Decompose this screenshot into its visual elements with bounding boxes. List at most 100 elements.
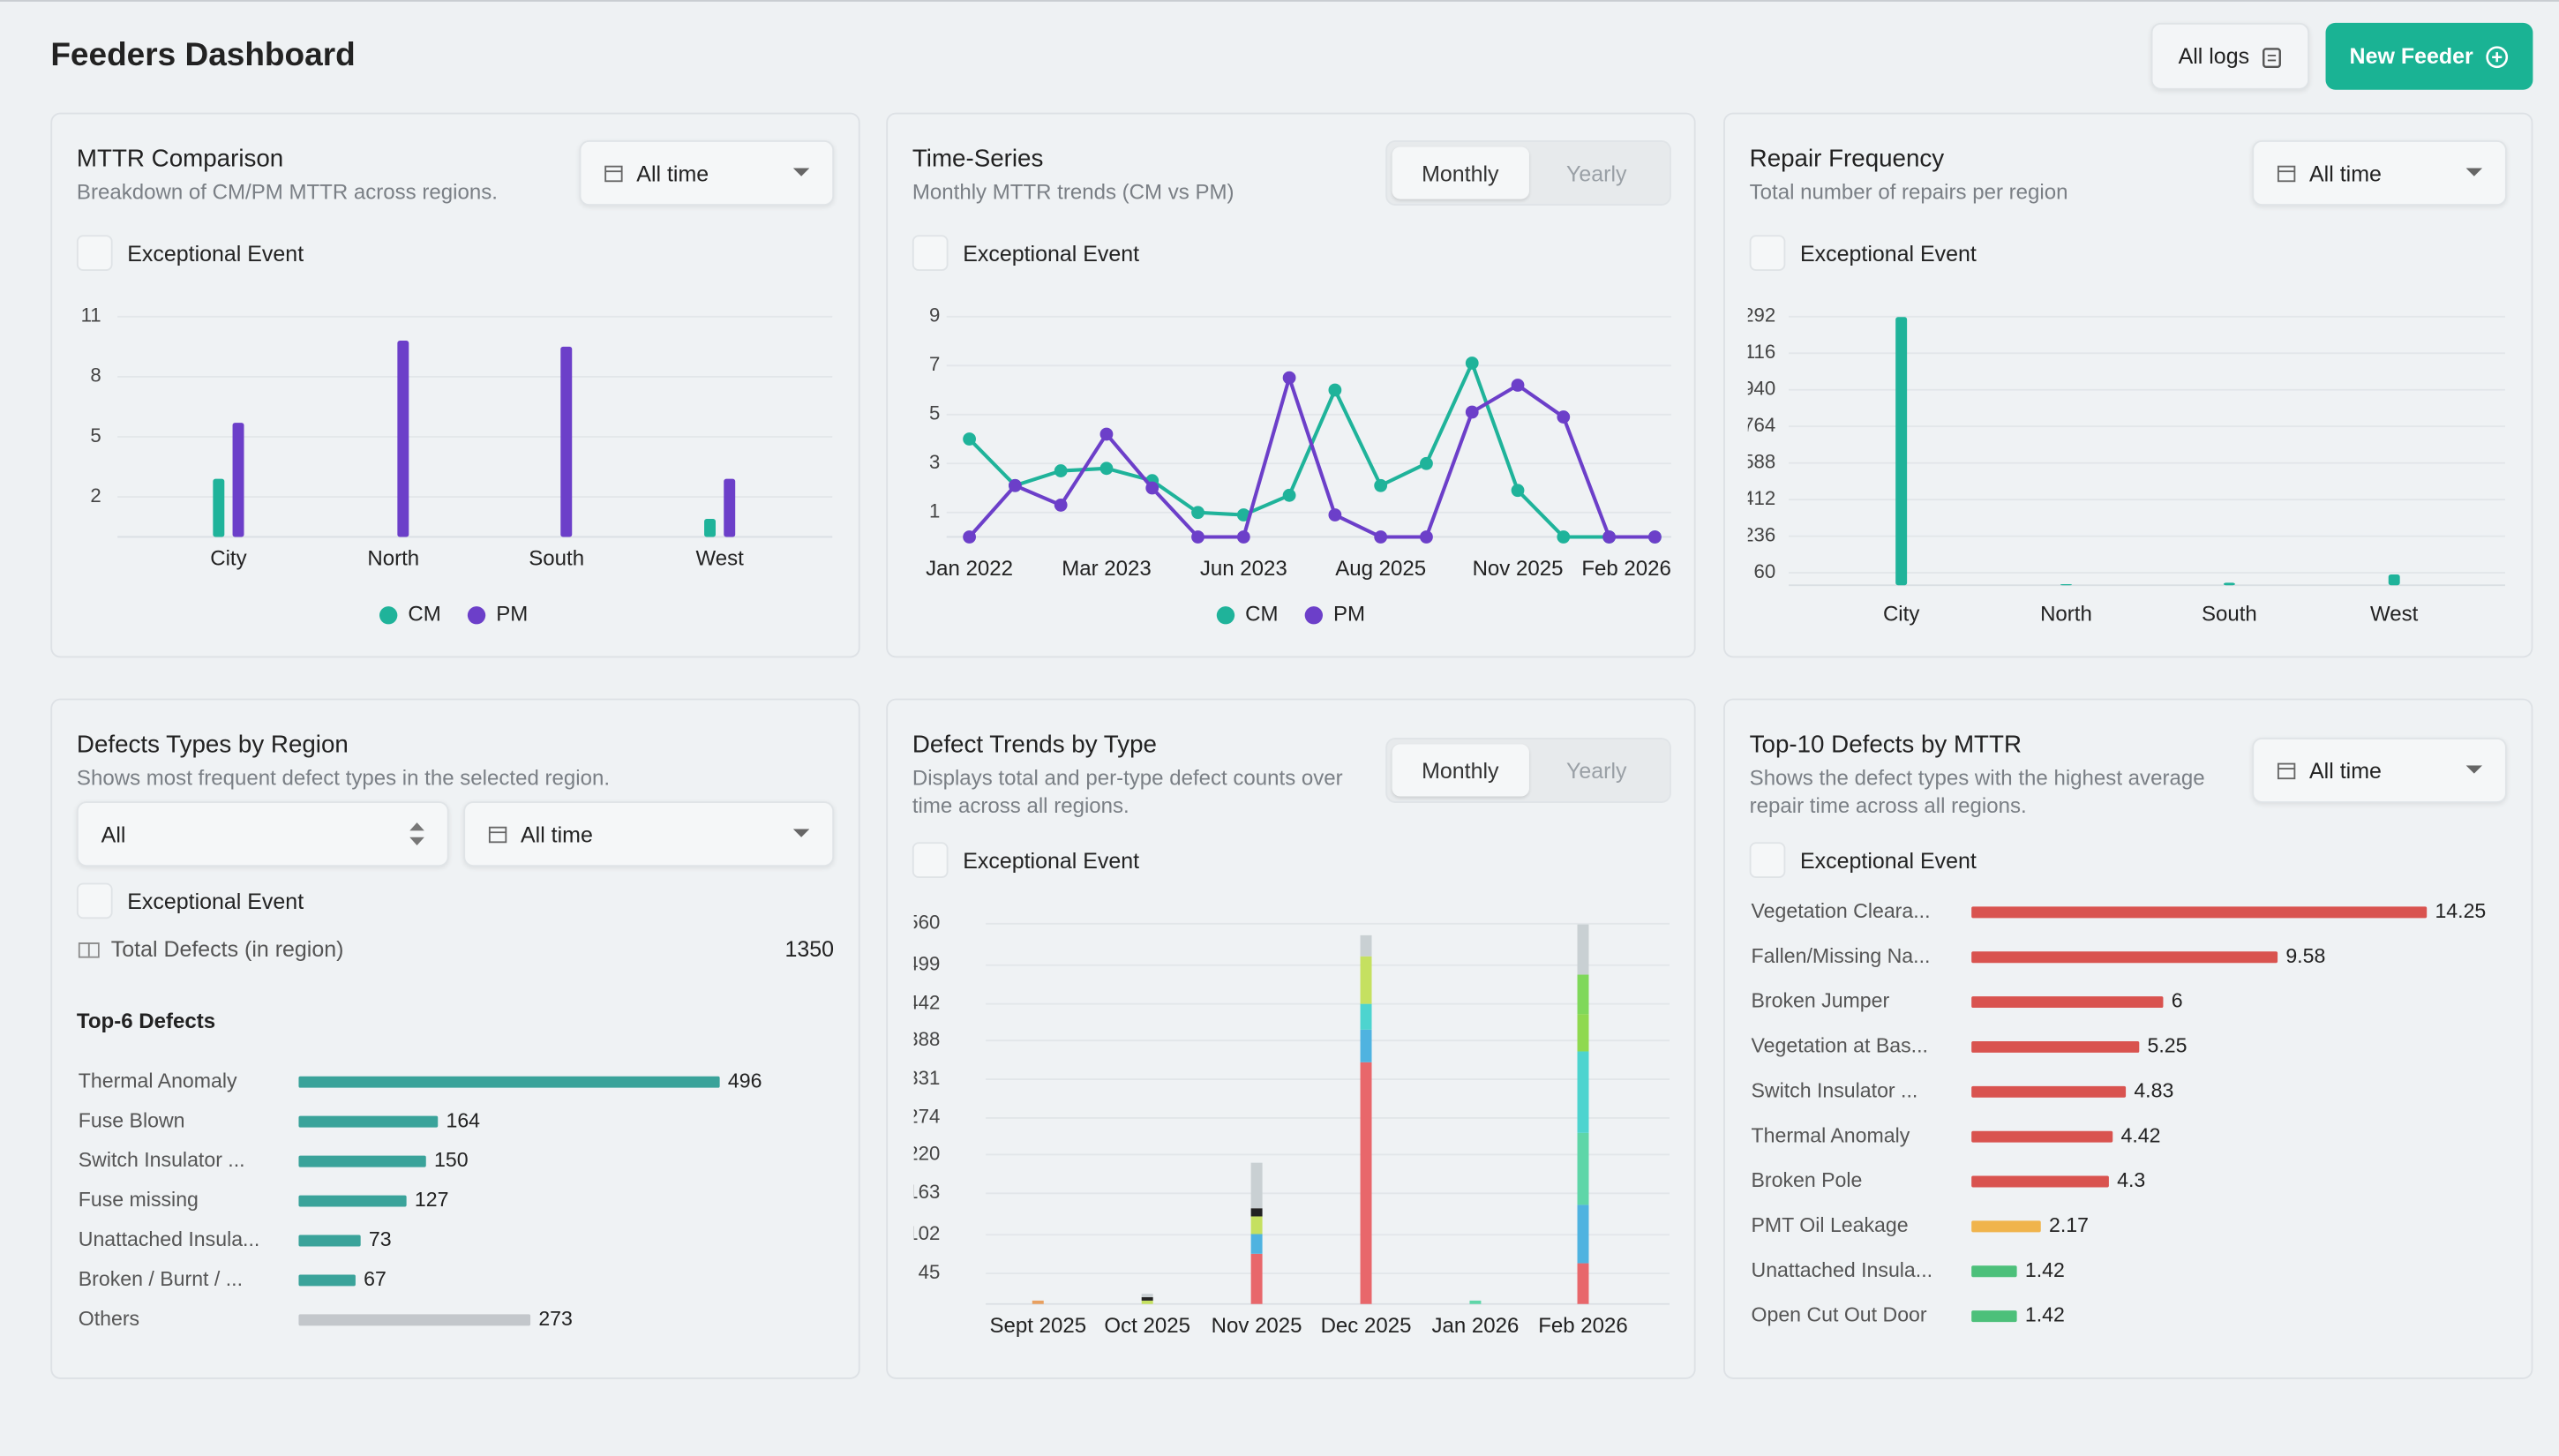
legend-label: PM (496, 603, 528, 627)
toggle-option[interactable]: Yearly (1566, 161, 1627, 185)
checkbox[interactable]: Exceptional Event (76, 235, 304, 272)
bar (1971, 1130, 2113, 1143)
bar (298, 1155, 426, 1167)
new-feeder-button[interactable]: New Feeder (2325, 22, 2533, 90)
point (1647, 530, 1662, 544)
value-label: 4.42 (2120, 1123, 2160, 1146)
checkbox[interactable]: Exceptional Event (912, 235, 1139, 272)
panel-title: Defect Trends by Type (912, 731, 1157, 760)
total-row: Total Defects (in region) (78, 937, 344, 961)
bar-label: PMT Oil Leakage (1752, 1213, 1909, 1236)
sort-icon (409, 822, 424, 846)
checkbox[interactable]: Exceptional Event (912, 842, 1139, 879)
bar-label: Fuse missing (79, 1188, 199, 1211)
panel: Defects Types by Region Shows most frequ… (50, 698, 860, 1379)
caret-icon (792, 168, 810, 176)
panel-subtitle: Displays total and per-type defect count… (912, 765, 1343, 818)
page-title: Feeders Dashboard (50, 37, 356, 74)
caret-icon (2465, 168, 2483, 176)
bar (2223, 582, 2235, 586)
x-tick-label: Nov 2025 (1473, 557, 1564, 581)
bar-segment (1141, 1300, 1153, 1304)
value-label: 1.42 (2025, 1258, 2065, 1281)
period-toggle: Monthly Yearly (1385, 737, 1671, 803)
bar-label: Switch Insulator ... (1752, 1078, 1918, 1101)
section-title: Top-6 Defects (76, 1008, 216, 1033)
checkbox[interactable]: Exceptional Event (76, 882, 304, 919)
checkbox-label: Exceptional Event (127, 889, 304, 913)
bar-segment (1577, 1205, 1589, 1264)
point (1099, 462, 1114, 476)
bar (298, 1274, 356, 1287)
point (1374, 530, 1388, 544)
y-tick-label: 274 (907, 1106, 940, 1128)
panel: Repair Frequency Total number of repairs… (1723, 112, 2533, 658)
bar (704, 519, 717, 537)
y-tick-label: 60 (1754, 560, 1776, 582)
point (963, 530, 976, 544)
date-dropdown[interactable]: All time (463, 801, 835, 867)
x-tick-label: City (210, 547, 246, 571)
bar-label: Vegetation at Bas... (1752, 1034, 1928, 1057)
toggle-option[interactable]: Monthly (1392, 744, 1529, 797)
bar-label: Fallen/Missing Na... (1752, 944, 1931, 967)
point (1145, 481, 1159, 495)
x-tick-label: North (367, 547, 419, 571)
region-dropdown[interactable]: All (76, 801, 449, 867)
value-label: 164 (446, 1108, 480, 1131)
bar (1971, 1265, 2017, 1278)
value-label: 9.58 (2285, 944, 2325, 967)
legend-label: CM (1245, 603, 1278, 627)
checkbox[interactable]: Exceptional Event (1749, 842, 1977, 879)
all-logs-button[interactable]: All logs (2150, 22, 2310, 90)
point (1557, 530, 1571, 544)
date-dropdown[interactable]: All time (579, 140, 835, 206)
legend-swatch (1304, 606, 1324, 625)
bar-segment (1360, 1062, 1372, 1304)
point (1511, 484, 1525, 498)
y-tick-label: 940 (1743, 378, 1775, 400)
toggle-option[interactable]: Yearly (1566, 758, 1627, 783)
legend-swatch (467, 606, 486, 625)
panel-subtitle: Total number of repairs per region (1749, 179, 2068, 205)
bar (2388, 574, 2400, 586)
bar (298, 1195, 407, 1207)
point (1236, 508, 1250, 522)
point (1511, 379, 1525, 392)
value-label: 150 (434, 1148, 469, 1171)
dropdown-label: All time (520, 822, 593, 846)
y-tick-label: 442 (907, 991, 940, 1013)
y-tick-label: 388 (907, 1028, 940, 1050)
period-toggle: Monthly Yearly (1385, 140, 1671, 206)
dropdown-label: All time (636, 161, 709, 185)
bar-segment (1360, 956, 1372, 1004)
toggle-option[interactable]: Monthly (1392, 146, 1529, 199)
calendar-icon (2277, 762, 2296, 780)
dropdown-label: All time (2309, 758, 2382, 783)
x-tick-label: Nov 2025 (1212, 1314, 1302, 1338)
value-label: 4.3 (2117, 1168, 2145, 1191)
bar-label: Open Cut Out Door (1752, 1303, 1927, 1326)
point (1420, 456, 1433, 470)
calendar-icon (488, 826, 507, 844)
bar-segment (1250, 1162, 1263, 1209)
date-dropdown[interactable]: All time (2252, 737, 2507, 803)
checkbox[interactable]: Exceptional Event (1749, 235, 1977, 272)
caret-icon (2465, 765, 2483, 774)
x-tick-label: Mar 2023 (1062, 557, 1152, 581)
x-tick-label: Jan 2022 (926, 557, 1013, 581)
y-axis: 60 236 412 588 764 940 1116 1292 (1743, 304, 1776, 582)
y-tick-label: 8 (90, 364, 101, 387)
x-tick-label: Oct 2025 (1104, 1314, 1190, 1338)
y-tick-label: 220 (907, 1142, 940, 1164)
legend-label: CM (408, 603, 440, 627)
button-label: New Feeder (2349, 43, 2473, 69)
bar-label: Unattached Insula... (1752, 1258, 1933, 1281)
x-tick-label: Sept 2025 (989, 1314, 1086, 1338)
bar (2060, 584, 2072, 586)
y-tick-label: 163 (907, 1181, 940, 1203)
value-label: 5.25 (2148, 1034, 2188, 1057)
date-dropdown[interactable]: All time (2252, 140, 2507, 206)
bar-segment (1577, 1132, 1589, 1205)
bar (298, 1115, 439, 1128)
